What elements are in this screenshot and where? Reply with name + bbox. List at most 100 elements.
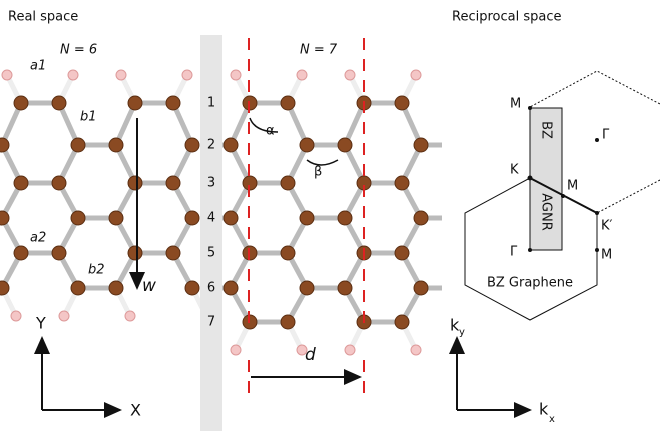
- carbon: [452, 281, 466, 295]
- hydrogen: [11, 311, 21, 321]
- carbon: [109, 281, 123, 295]
- hydrogen: [411, 345, 421, 355]
- ribbon-label: N = 6: [60, 43, 97, 58]
- hydrogen: [411, 70, 421, 80]
- carbon: [185, 138, 199, 152]
- angle-label: α: [266, 124, 275, 139]
- hydrogen: [345, 70, 355, 80]
- carbon: [338, 211, 352, 225]
- point-label: M: [601, 248, 612, 263]
- ribbon-n7: [186, 70, 466, 355]
- hydrogen: [68, 70, 78, 80]
- carbon: [109, 211, 123, 225]
- hydrogen: [59, 311, 69, 321]
- carbon: [71, 138, 85, 152]
- point-label: Γ: [602, 128, 610, 143]
- site-label: b1: [80, 110, 97, 125]
- carbon: [52, 246, 66, 260]
- carbon: [300, 138, 314, 152]
- carbon: [52, 176, 66, 190]
- hydrogen: [297, 70, 307, 80]
- row-number: 2: [207, 138, 215, 153]
- point-label: K: [510, 163, 519, 178]
- carbon: [281, 315, 295, 329]
- carbon: [71, 211, 85, 225]
- carbon: [224, 211, 238, 225]
- point-label: M: [510, 97, 521, 112]
- carbon: [414, 281, 428, 295]
- axis-label: k: [539, 400, 549, 419]
- carbon: [281, 176, 295, 190]
- axis-label: X: [130, 401, 141, 420]
- carbon: [14, 176, 28, 190]
- point-label: K′: [601, 219, 613, 234]
- axes: [42, 338, 530, 410]
- axis-label: x: [549, 414, 555, 425]
- carbon: [224, 281, 238, 295]
- carbon: [281, 246, 295, 260]
- carbon: [52, 96, 66, 110]
- carbon: [395, 176, 409, 190]
- row-number: 6: [207, 281, 215, 296]
- carbon: [128, 176, 142, 190]
- carbon: [185, 281, 199, 295]
- hydrogen: [231, 345, 241, 355]
- axis-label: Y: [35, 314, 46, 333]
- point-label: Γ: [510, 245, 518, 260]
- axis-label: y: [459, 327, 465, 338]
- ribbon-n6: [0, 70, 211, 321]
- row-number: 5: [207, 246, 215, 261]
- point-label: M: [567, 179, 578, 194]
- hydrogen: [231, 70, 241, 80]
- carbon: [166, 96, 180, 110]
- heading: Reciprocal space: [452, 10, 561, 25]
- carbon: [395, 246, 409, 260]
- period-label: d: [305, 345, 316, 365]
- site-label: b2: [88, 263, 105, 278]
- angle-label: β: [314, 165, 322, 180]
- hydrogen: [2, 70, 12, 80]
- carbon: [395, 315, 409, 329]
- carbon: [395, 96, 409, 110]
- angle-marks: [250, 118, 338, 165]
- carbon: [338, 281, 352, 295]
- carbon: [71, 281, 85, 295]
- zone-label: BZ Graphene: [487, 276, 573, 291]
- hydrogen: [116, 70, 126, 80]
- carbon: [128, 96, 142, 110]
- hydrogen: [345, 345, 355, 355]
- row-number: 3: [207, 176, 215, 191]
- carbon: [281, 96, 295, 110]
- carbon: [452, 138, 466, 152]
- carbon: [109, 138, 123, 152]
- bonds: [2, 75, 206, 316]
- site-label: a2: [30, 231, 46, 246]
- carbon: [14, 96, 28, 110]
- carbon: [300, 211, 314, 225]
- row-number: 4: [207, 211, 215, 226]
- carbon: [224, 138, 238, 152]
- carbon: [338, 138, 352, 152]
- carbon: [0, 211, 9, 225]
- carbon: [128, 246, 142, 260]
- carbon: [166, 246, 180, 260]
- hydrogen: [125, 311, 135, 321]
- carbon: [0, 281, 9, 295]
- carbon: [0, 138, 9, 152]
- hydrogen: [182, 70, 192, 80]
- carbon: [300, 281, 314, 295]
- width-label: w: [142, 276, 156, 296]
- site-label: a1: [30, 59, 46, 74]
- row-band: [200, 35, 222, 431]
- carbon: [452, 211, 466, 225]
- carbon: [185, 211, 199, 225]
- row-number: 7: [207, 315, 215, 330]
- ribbon-label: N = 7: [300, 43, 338, 58]
- figure: Real space Reciprocal space N = 6 N = 7 …: [0, 0, 660, 431]
- heading: Real space: [8, 10, 78, 25]
- row-number: 1: [207, 96, 215, 111]
- zone-label: AGNR: [539, 193, 554, 231]
- carbon: [414, 138, 428, 152]
- zone-label: BZ: [539, 121, 554, 139]
- carbon: [414, 211, 428, 225]
